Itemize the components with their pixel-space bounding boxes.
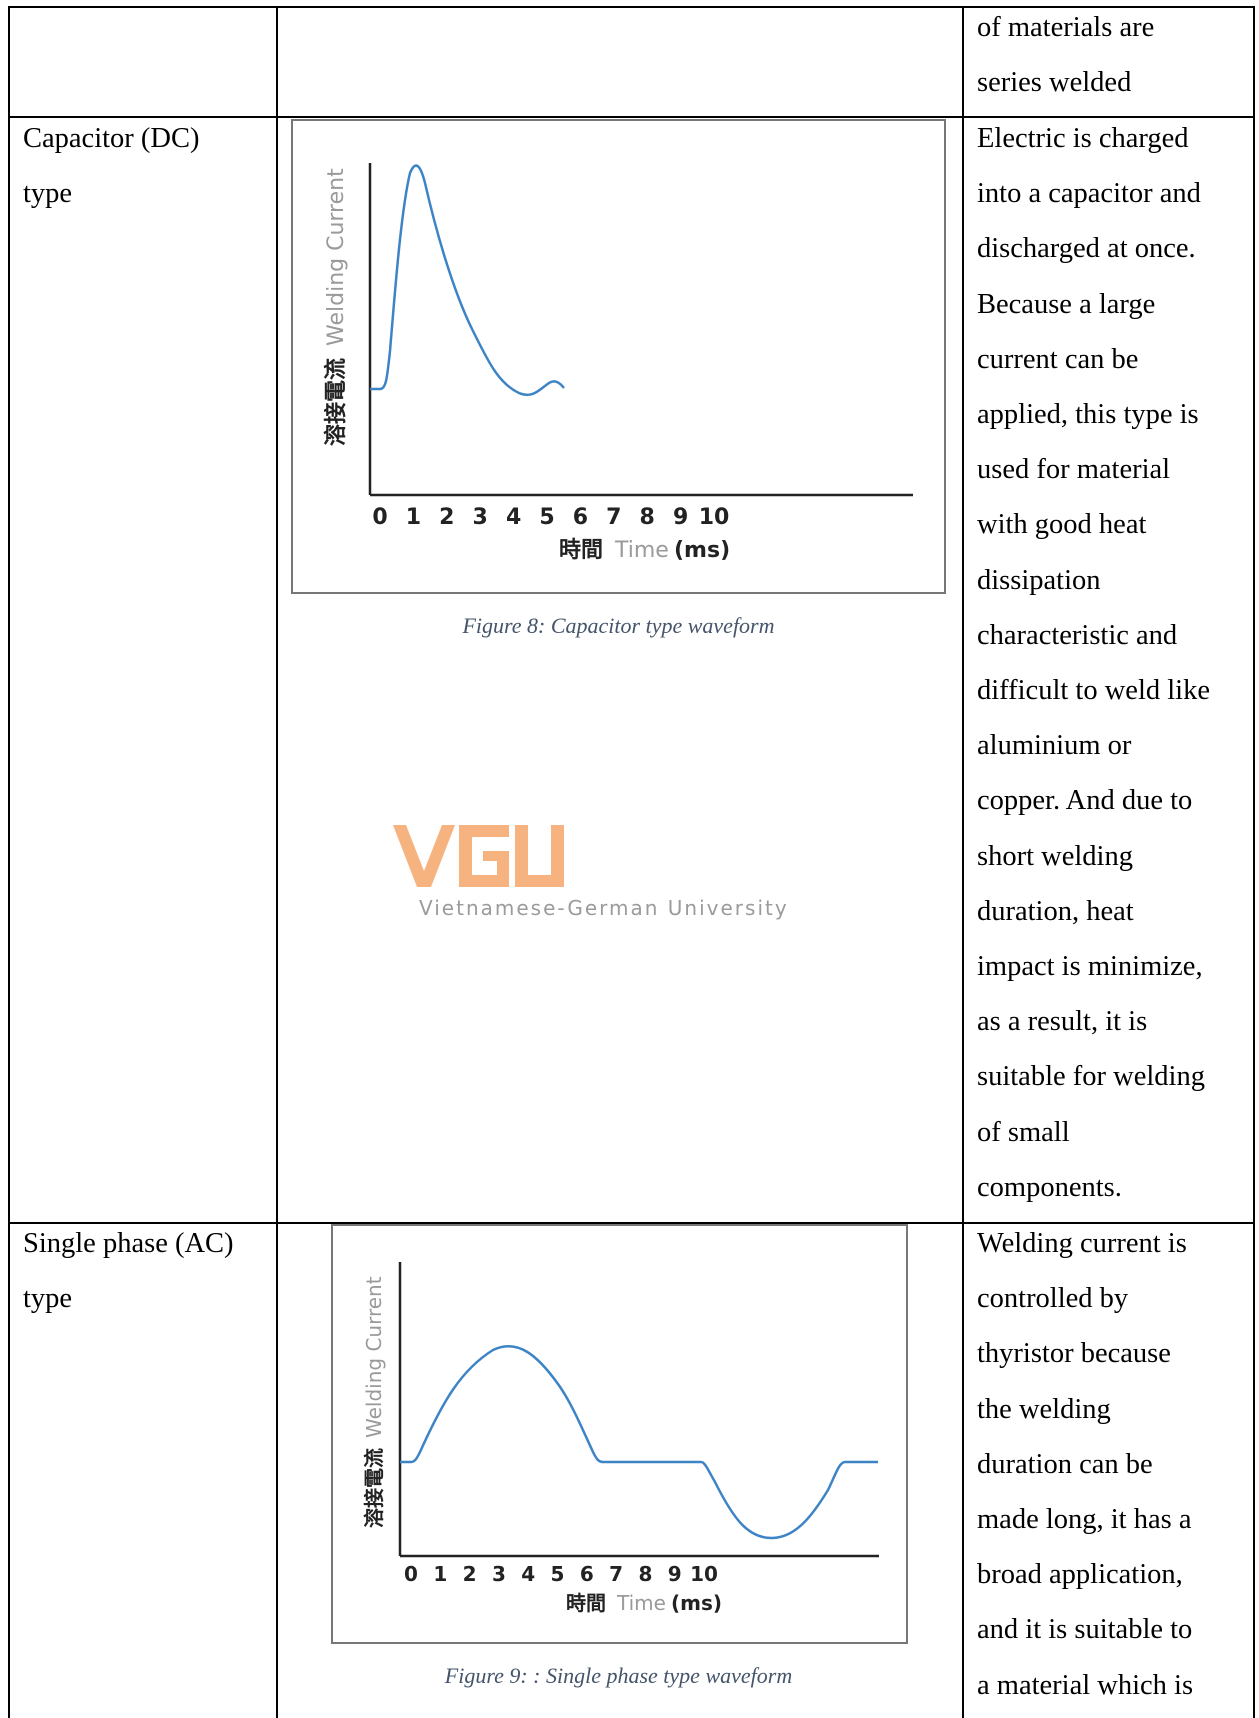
single-phase-desc-line-8: and it is suitable to xyxy=(977,1614,1193,1646)
single-phase-ylabel-en: Welding Current xyxy=(362,1276,386,1438)
capacitor-desc-line-9: dissipation xyxy=(977,564,1101,596)
single-phase-xlabel-en: Time xyxy=(616,1591,666,1615)
capacitor-desc-line-1: Electric is charged xyxy=(977,123,1189,154)
cap-ticks-label: 0 xyxy=(372,505,387,530)
capacitor-desc-line-4: Because a large xyxy=(977,288,1156,320)
row-top-desc-line-1: of materials are xyxy=(977,12,1155,43)
vgu-watermark xyxy=(393,825,573,887)
single-phase-desc-line-2: controlled by xyxy=(977,1283,1129,1315)
single-ticks-label: 7 xyxy=(609,1562,623,1586)
cap-ticks-label: 10 xyxy=(699,505,730,530)
table-border-top xyxy=(8,6,1255,8)
capacitor-xlabel-unit: (ms) xyxy=(674,538,730,563)
capacitor-desc-line-5: current can be xyxy=(977,343,1139,375)
single-phase-desc-line-7: broad application, xyxy=(977,1559,1183,1591)
capacitor-desc-line-11: difficult to weld like xyxy=(977,675,1210,706)
vgu-logo xyxy=(393,825,564,887)
cap-ticks-label: 9 xyxy=(673,505,688,530)
cap-ticks-label: 8 xyxy=(640,505,655,530)
single-phase-desc-line-4: the welding xyxy=(977,1393,1111,1425)
figure-9-caption: Figure 9: : Single phase type waveform xyxy=(444,1663,793,1688)
capacitor-desc-line-7: used for material xyxy=(977,454,1171,486)
capacitor-waveform-curve xyxy=(370,164,565,397)
single-ticks-label: 6 xyxy=(580,1562,594,1586)
table-border-col1 xyxy=(276,8,278,1718)
capacitor-ylabel-en: Welding Current xyxy=(324,168,349,346)
capacitor-xlabel-en: Time xyxy=(614,538,669,563)
capacitor-desc-line-6: applied, this type is xyxy=(977,399,1199,430)
figure-8-caption: Figure 8: Capacitor type waveform xyxy=(462,613,775,638)
capacitor-type-line-1: Capacitor (DC) xyxy=(23,123,200,154)
row-top-desc-line-2: series welded xyxy=(977,67,1132,98)
capacitor-desc-line-13: copper. And due to xyxy=(977,785,1193,817)
capacitor-desc-line-20: components. xyxy=(977,1171,1122,1203)
capacitor-desc-line-2: into a capacitor and xyxy=(977,178,1201,210)
capacitor-desc-line-10: characteristic and xyxy=(977,619,1178,651)
capacitor-desc-line-12: aluminium or xyxy=(977,730,1132,762)
cap-ticks-label: 3 xyxy=(473,505,488,530)
capacitor-desc-line-3: discharged at once. xyxy=(977,233,1196,265)
single-phase-waveform-curve xyxy=(400,1344,878,1540)
cap-ticks-label: 5 xyxy=(539,505,554,530)
single-phase-desc-line-5: duration can be xyxy=(977,1448,1153,1480)
single-phase-type-line-2: type xyxy=(23,1283,73,1314)
single-ticks-label: 0 xyxy=(404,1562,418,1586)
single-phase-type-line-1: Single phase (AC) xyxy=(23,1228,234,1259)
single-ticks-label: 3 xyxy=(492,1562,506,1586)
single-phase-desc-line-1: Welding current is xyxy=(977,1228,1187,1259)
capacitor-ylabel-cjk: 溶接電流 xyxy=(323,358,349,446)
capacitor-desc-line-15: duration, heat xyxy=(977,895,1134,927)
table-row-divider-1 xyxy=(8,116,1255,118)
capacitor-type-line-2: type xyxy=(23,178,73,209)
single-phase-xlabel-unit: (ms) xyxy=(671,1591,722,1615)
capacitor-desc-line-17: as a result, it is xyxy=(977,1006,1148,1038)
single-phase-desc-line-6: made long, it has a xyxy=(977,1504,1192,1535)
single-phase-xlabel-cjk: 時間 xyxy=(566,1591,606,1615)
cap-ticks-label: 7 xyxy=(606,505,621,530)
table-border-right xyxy=(1253,8,1255,1718)
single-phase-ylabel-cjk: 溶接電流 xyxy=(362,1448,386,1528)
single-ticks-label: 4 xyxy=(521,1562,535,1586)
cap-ticks-label: 4 xyxy=(506,505,521,530)
single-ticks-label: 1 xyxy=(433,1562,447,1586)
capacitor-desc-line-8: with good heat xyxy=(977,509,1147,541)
table-border-left xyxy=(8,8,10,1718)
single-phase-waveform-figure: 溶接電流 Welding Current 0 1 2 3 4 5 6 7 8 9 10 時間 Tim… xyxy=(331,1224,908,1644)
single-ticks-label: 8 xyxy=(638,1562,652,1586)
single-phase-desc-line-9: a material which is xyxy=(977,1669,1194,1701)
single-ticks-label: 9 xyxy=(668,1562,682,1586)
single-ticks-label: 10 xyxy=(690,1562,718,1586)
vgu-watermark-subtitle: Vietnamese-German University xyxy=(419,896,789,920)
capacitor-desc-line-16: impact is minimize, xyxy=(977,951,1203,982)
capacitor-waveform-figure: 溶接電流 Welding Current 0 1 2 3 4 5 6 7 8 9 10 時間 Tim… xyxy=(291,119,946,594)
capacitor-desc-line-18: suitable for welding xyxy=(977,1061,1205,1093)
cap-ticks-label: 6 xyxy=(573,505,588,530)
single-phase-desc-line-3: thyristor because xyxy=(977,1338,1171,1370)
cap-ticks-label: 1 xyxy=(406,505,421,530)
capacitor-desc-line-14: short welding xyxy=(977,840,1133,872)
table-border-col2 xyxy=(962,8,964,1718)
capacitor-desc-line-19: of small xyxy=(977,1116,1070,1148)
table-row-divider-2 xyxy=(8,1222,1255,1224)
capacitor-xlabel-cjk: 時間 xyxy=(559,538,603,563)
cap-ticks-label: 2 xyxy=(439,505,454,530)
single-ticks-label: 2 xyxy=(463,1562,477,1586)
single-ticks-label: 5 xyxy=(551,1562,565,1586)
